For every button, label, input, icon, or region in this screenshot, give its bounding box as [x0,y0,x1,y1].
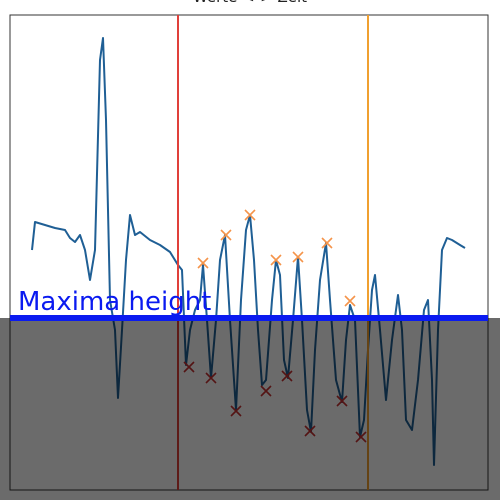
maximum-marker [344,295,356,307]
maximum-marker [292,251,304,263]
chart-title: Werte <-> Zeit [193,0,307,6]
maximum-marker [244,209,256,221]
maximum-marker [321,237,333,249]
shaded-region [0,318,500,500]
maximum-marker [270,254,282,266]
maximum-marker [220,229,232,241]
maximum-marker [197,257,209,269]
threshold-label: Maxima height [18,287,211,317]
